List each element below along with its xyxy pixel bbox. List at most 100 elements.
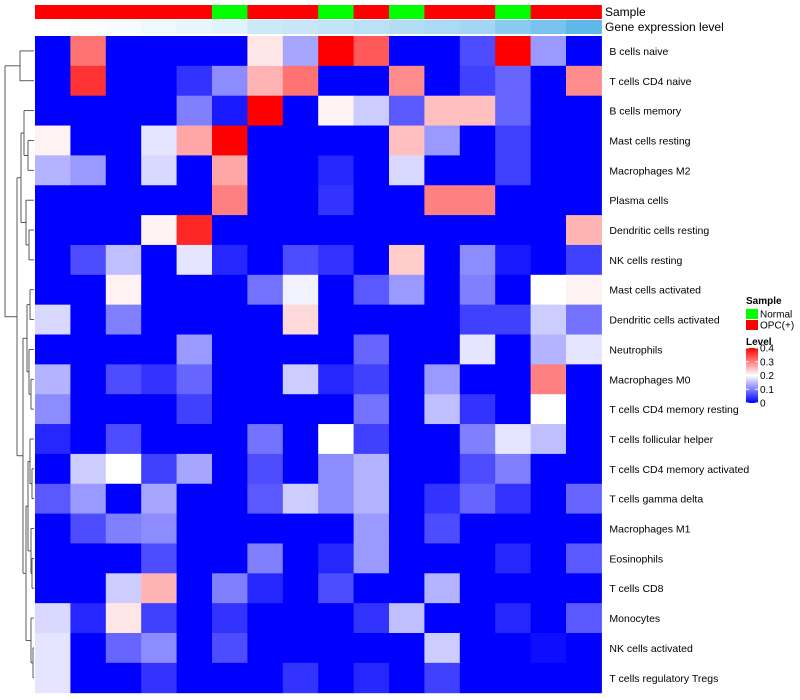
heatmap-cell — [424, 364, 461, 395]
heatmap-cell — [212, 513, 248, 544]
heatmap-cell — [70, 125, 107, 156]
expression-annotation-cell — [566, 20, 602, 34]
heatmap-cell — [70, 95, 107, 127]
heatmap-cell — [424, 95, 461, 127]
heatmap-cell — [566, 304, 602, 335]
row-label: Macrophages M1 — [609, 524, 690, 536]
heatmap-cell — [35, 65, 71, 97]
sample-annotation-cell — [212, 5, 248, 19]
sample-annotation-cell — [247, 5, 284, 19]
heatmap-cell — [318, 543, 355, 574]
row-label: NK cells resting — [609, 255, 682, 267]
heatmap-cell — [318, 95, 355, 127]
expression-annotation-cell — [212, 20, 248, 34]
heatmap-cell — [459, 424, 496, 455]
heatmap-cell — [70, 244, 107, 276]
heatmap-cell — [282, 424, 319, 455]
heatmap-cell — [318, 334, 355, 365]
heatmap-cell — [141, 185, 178, 216]
row-label: T cells follicular helper — [609, 434, 713, 446]
heatmap-cell — [35, 125, 71, 156]
heatmap-cell — [70, 364, 107, 395]
heatmap-cell — [70, 334, 107, 365]
heatmap-cell — [530, 65, 567, 97]
heatmap-cell — [105, 65, 142, 97]
heatmap-cell — [70, 36, 107, 67]
heatmap-cell — [389, 274, 425, 306]
heatmap-cell — [212, 65, 248, 97]
heatmap-cell — [318, 603, 355, 634]
heatmap-cell — [495, 662, 532, 694]
heatmap-cell — [495, 334, 532, 365]
heatmap-cell — [105, 155, 142, 186]
row-label: Eosinophils — [609, 553, 663, 565]
heatmap-cell — [105, 334, 142, 365]
expression-annotation-cell — [70, 20, 107, 34]
heatmap-cell — [70, 394, 107, 425]
heatmap-cell — [459, 244, 496, 276]
heatmap-cell — [105, 364, 142, 395]
heatmap-cell — [141, 424, 178, 455]
heatmap-cell — [459, 394, 496, 425]
row-label: T cells CD4 naive — [609, 76, 691, 88]
heatmap-cell — [35, 662, 71, 694]
heatmap-cell — [35, 543, 71, 574]
heatmap-cell — [353, 483, 390, 515]
heatmap-cell — [530, 95, 567, 127]
heatmap-cell — [141, 573, 178, 604]
heatmap-cell — [176, 304, 213, 335]
row-label: Dendritic cells resting — [609, 225, 709, 237]
heatmap-cell — [566, 65, 602, 97]
heatmap-cell — [212, 453, 248, 485]
heatmap-cell — [389, 513, 425, 544]
heatmap-cell — [459, 513, 496, 544]
heatmap-cell — [353, 603, 390, 634]
row-label: T cells gamma delta — [609, 494, 703, 506]
heatmap-cell — [35, 453, 71, 485]
row-label: T cells regulatory Tregs — [609, 673, 718, 685]
heatmap-cell — [247, 662, 284, 694]
heatmap-cell — [566, 483, 602, 515]
heatmap-cell — [282, 453, 319, 485]
legend-swatch — [746, 309, 758, 319]
heatmap-cell — [318, 274, 355, 306]
heatmap-cell — [247, 424, 284, 455]
heatmap-cell — [389, 65, 425, 97]
heatmap-cell — [566, 244, 602, 276]
sample-annotation-cell — [35, 5, 71, 19]
heatmap-cell — [566, 513, 602, 544]
heatmap-cell — [282, 274, 319, 306]
heatmap-cell — [141, 364, 178, 395]
heatmap-cell — [530, 513, 567, 544]
heatmap-cell — [282, 633, 319, 664]
heatmap-cell — [282, 185, 319, 216]
heatmap-cell — [141, 513, 178, 544]
heatmap-cell — [176, 424, 213, 455]
heatmap-cell — [459, 543, 496, 574]
heatmap-cell — [353, 424, 390, 455]
heatmap-cell — [389, 95, 425, 127]
heatmap-cell — [424, 453, 461, 485]
heatmap-cell — [353, 633, 390, 664]
heatmap-cell — [353, 125, 390, 156]
heatmap-cell — [318, 36, 355, 67]
heatmap-cell — [247, 185, 284, 216]
heatmap-cell — [318, 155, 355, 186]
heatmap-cell — [530, 633, 567, 664]
heatmap-cell — [35, 334, 71, 365]
legend-level-tick-label: 0.2 — [760, 371, 774, 382]
heatmap-cell — [282, 543, 319, 574]
heatmap-cell — [247, 364, 284, 395]
heatmap-cell — [353, 244, 390, 276]
sample-annotation-cell — [282, 5, 319, 19]
heatmap-cell — [247, 95, 284, 127]
heatmap-cell — [530, 453, 567, 485]
heatmap-cell — [105, 573, 142, 604]
heatmap-cell — [459, 453, 496, 485]
heatmap-cell — [282, 65, 319, 97]
heatmap-cell — [530, 603, 567, 634]
heatmap-cell — [247, 334, 284, 365]
heatmap-cell — [424, 65, 461, 97]
heatmap-cell — [141, 453, 178, 485]
heatmap-cell — [495, 573, 532, 604]
